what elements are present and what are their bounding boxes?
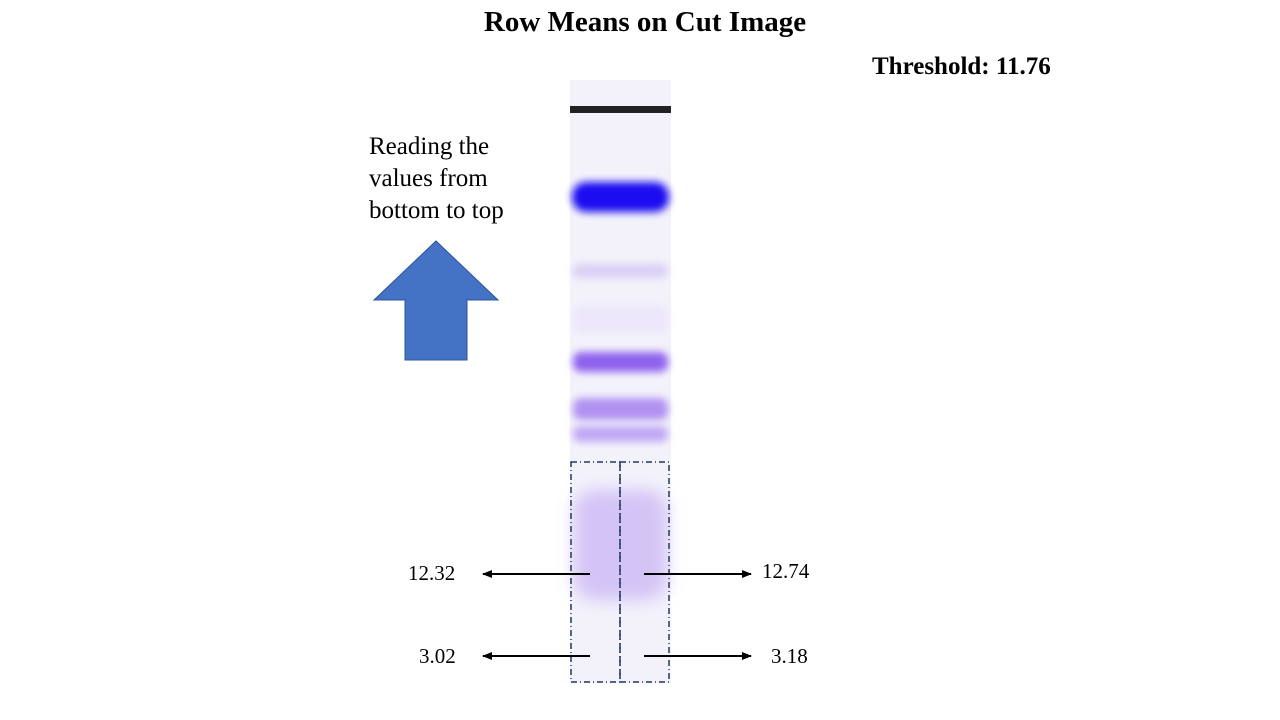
left-cut-box xyxy=(570,461,621,683)
instruction-line-1: Reading the xyxy=(369,133,490,160)
well-line xyxy=(570,106,671,113)
light-band-1 xyxy=(573,398,668,420)
instruction-line-3: bottom to top xyxy=(369,197,504,224)
left-lower-value: 3.02 xyxy=(419,644,456,668)
threshold-value: 11.76 xyxy=(995,53,1051,80)
left-upper-value: 12.32 xyxy=(408,561,456,585)
instruction-line-2: values from xyxy=(369,165,488,192)
faint-band xyxy=(573,264,668,278)
figure-title: Row Means on Cut Image xyxy=(483,6,807,38)
medium-band xyxy=(573,352,668,372)
right-cut-box xyxy=(619,461,670,683)
threshold-readout: Threshold: 11.76 xyxy=(872,53,1051,81)
right-upper-value: 12.74 xyxy=(762,559,810,583)
gel-lane xyxy=(570,80,671,683)
threshold-label: Threshold: xyxy=(872,53,990,80)
faint-band-lower xyxy=(573,305,668,333)
main-band xyxy=(572,182,669,212)
right-lower-value: 3.18 xyxy=(771,644,808,668)
up-arrow-icon xyxy=(372,240,500,361)
light-band-2 xyxy=(573,426,668,442)
reading-instruction: Reading the values from bottom to top xyxy=(369,131,559,227)
